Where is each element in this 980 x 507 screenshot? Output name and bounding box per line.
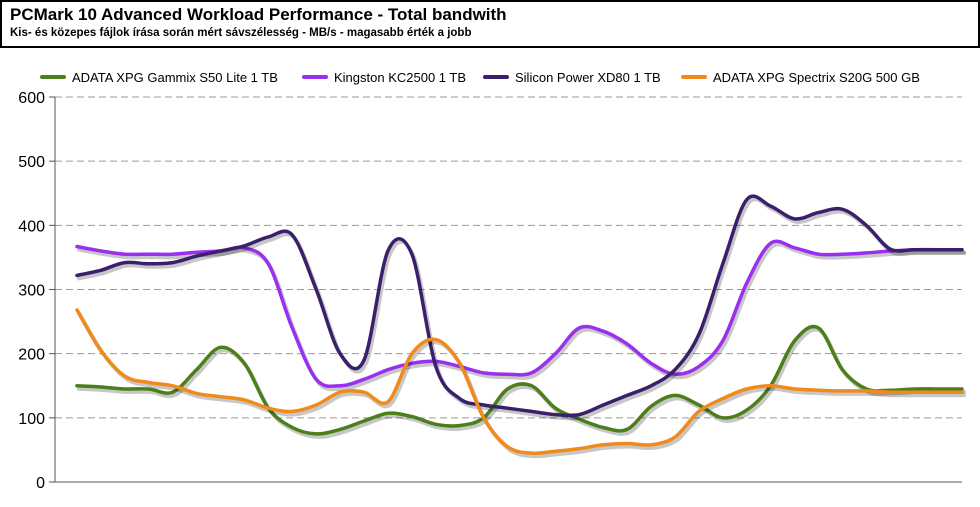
series-line xyxy=(75,239,964,389)
chart-subtitle: Kis- és közepes fájlok írása során mért … xyxy=(10,27,472,39)
legend-label: ADATA XPG Gammix S50 Lite 1 TB xyxy=(72,70,278,85)
y-tick-label: 600 xyxy=(18,90,45,107)
series-shadow xyxy=(77,311,966,459)
series-shadow xyxy=(77,197,966,421)
series-lines xyxy=(75,194,966,459)
series-shadow xyxy=(77,242,966,392)
y-tick-label: 300 xyxy=(18,283,45,300)
y-tick-label: 100 xyxy=(18,411,45,428)
legend-label: Silicon Power XD80 1 TB xyxy=(515,70,661,85)
legend: ADATA XPG Gammix S50 Lite 1 TB Kingston K… xyxy=(40,70,920,85)
y-tick-labels: 0 100 200 300 400 500 600 xyxy=(18,90,45,492)
chart-title: PCMark 10 Advanced Workload Performance … xyxy=(10,5,507,24)
y-tick-label: 200 xyxy=(18,347,45,364)
y-tick-label: 500 xyxy=(18,154,45,171)
axes xyxy=(49,96,962,483)
series-line xyxy=(75,194,964,418)
chart-title-box: PCMark 10 Advanced Workload Performance … xyxy=(0,0,980,48)
gridlines xyxy=(55,96,962,419)
series-line xyxy=(75,324,964,436)
y-tick-label: 0 xyxy=(36,475,45,492)
y-tick-label: 400 xyxy=(18,218,45,235)
legend-label: Kingston KC2500 1 TB xyxy=(334,70,466,85)
legend-label: ADATA XPG Spectrix S20G 500 GB xyxy=(713,70,920,85)
series-line xyxy=(75,308,964,456)
